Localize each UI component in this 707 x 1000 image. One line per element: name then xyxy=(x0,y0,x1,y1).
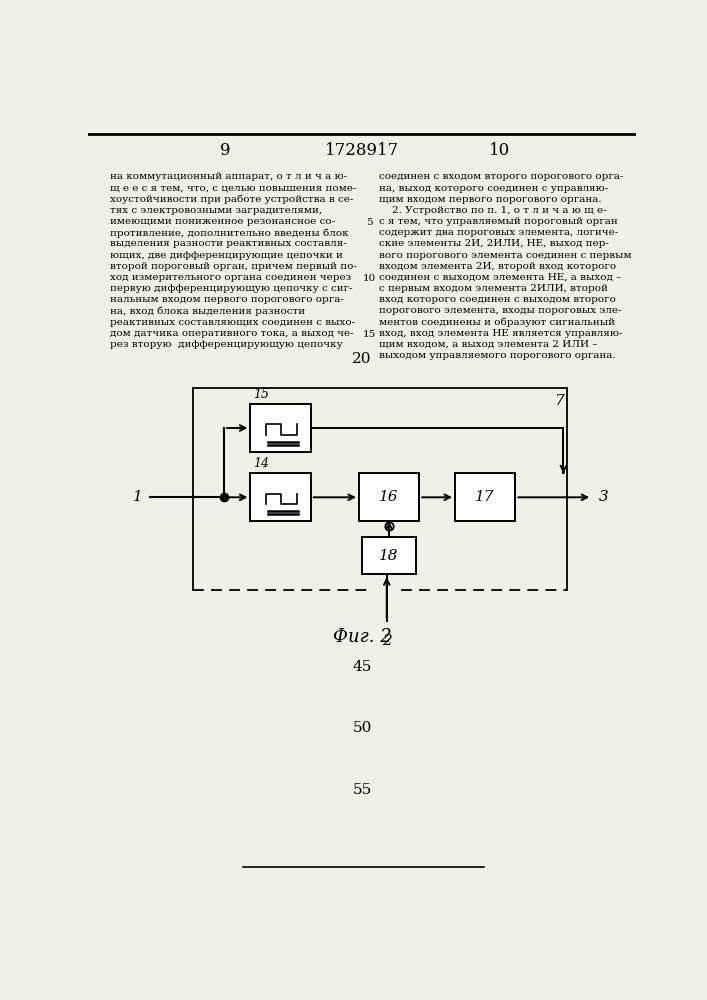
Text: входом элемента 2И, второй вход которого: входом элемента 2И, второй вход которого xyxy=(379,262,616,271)
Text: ющих, две дифференцирующие цепочки и: ющих, две дифференцирующие цепочки и xyxy=(110,251,343,260)
Text: реактивных составляющих соединен с выхо-: реактивных составляющих соединен с выхо- xyxy=(110,318,355,327)
Text: щ е е с я тем, что, с целью повышения поме-: щ е е с я тем, что, с целью повышения по… xyxy=(110,184,356,193)
Text: с я тем, что управляемый пороговый орган: с я тем, что управляемый пороговый орган xyxy=(379,217,618,226)
Text: 2. Устройство по п. 1, о т л и ч а ю щ е-: 2. Устройство по п. 1, о т л и ч а ю щ е… xyxy=(379,206,607,215)
Text: на, вход блока выделения разности: на, вход блока выделения разности xyxy=(110,306,305,316)
Text: 45: 45 xyxy=(352,660,372,674)
Text: порогового элемента, входы пороговых эле-: порогового элемента, входы пороговых эле… xyxy=(379,306,621,315)
Text: щим входом первого порогового органа.: щим входом первого порогового органа. xyxy=(379,195,602,204)
Text: с первым входом элемента 2ИЛИ, второй: с первым входом элемента 2ИЛИ, второй xyxy=(379,284,608,293)
Text: соединен с входом второго порогового орга-: соединен с входом второго порогового орг… xyxy=(379,172,624,181)
Text: вход которого соединен с выходом второго: вход которого соединен с выходом второго xyxy=(379,295,616,304)
Text: ментов соединены и образуют сигнальный: ментов соединены и образуют сигнальный xyxy=(379,318,615,327)
Text: 17: 17 xyxy=(475,490,495,504)
Text: соединен с выходом элемента НЕ, а выход –: соединен с выходом элемента НЕ, а выход … xyxy=(379,273,621,282)
Text: 1728917: 1728917 xyxy=(325,142,399,159)
Bar xyxy=(362,537,416,574)
Text: 16: 16 xyxy=(380,490,399,504)
Bar xyxy=(359,473,419,521)
Text: 55: 55 xyxy=(352,783,372,797)
Text: 3: 3 xyxy=(598,490,608,504)
Text: на, выход которого соединен с управляю-: на, выход которого соединен с управляю- xyxy=(379,184,608,193)
Text: дом датчика оперативного тока, а выход че-: дом датчика оперативного тока, а выход ч… xyxy=(110,329,354,338)
Text: 14: 14 xyxy=(253,457,269,470)
Text: на коммутационный аппарат, о т л и ч а ю-: на коммутационный аппарат, о т л и ч а ю… xyxy=(110,172,347,181)
Text: вого порогового элемента соединен с первым: вого порогового элемента соединен с перв… xyxy=(379,251,631,260)
Text: 2: 2 xyxy=(382,634,392,648)
Text: Фиг. 2: Фиг. 2 xyxy=(332,628,392,646)
Text: 15: 15 xyxy=(253,388,269,401)
Text: 20: 20 xyxy=(352,352,372,366)
Text: 5: 5 xyxy=(366,218,373,227)
Text: содержит два пороговых элемента, логиче-: содержит два пороговых элемента, логиче- xyxy=(379,228,618,237)
Text: 15: 15 xyxy=(362,330,375,339)
Text: хоустойчивости при работе устройства в се-: хоустойчивости при работе устройства в с… xyxy=(110,195,354,204)
Text: выделения разности реактивных составля-: выделения разности реактивных составля- xyxy=(110,239,347,248)
Text: 1: 1 xyxy=(133,490,143,504)
Text: выходом управляемого порогового органа.: выходом управляемого порогового органа. xyxy=(379,351,616,360)
Text: 10: 10 xyxy=(362,274,375,283)
Text: 18: 18 xyxy=(380,549,399,563)
Text: 9: 9 xyxy=(221,142,230,159)
Text: тях с электровозными заградителями,: тях с электровозными заградителями, xyxy=(110,206,322,215)
Text: ход измерительного органа соединен через: ход измерительного органа соединен через xyxy=(110,273,351,282)
Text: имеющими пониженное резонансное со-: имеющими пониженное резонансное со- xyxy=(110,217,335,226)
Text: противление, дополнительно введены блок: противление, дополнительно введены блок xyxy=(110,228,349,238)
Text: нальным входом первого порогового орга-: нальным входом первого порогового орга- xyxy=(110,295,344,304)
Text: рез вторую  дифференцирующую цепочку: рез вторую дифференцирующую цепочку xyxy=(110,340,343,349)
Text: 7: 7 xyxy=(554,394,563,408)
Text: щим входом, а выход элемента 2 ИЛИ –: щим входом, а выход элемента 2 ИЛИ – xyxy=(379,340,597,349)
Text: первую дифференцирующую цепочку с сиг-: первую дифференцирующую цепочку с сиг- xyxy=(110,284,353,293)
Bar xyxy=(250,473,311,521)
Bar xyxy=(455,473,515,521)
Text: 50: 50 xyxy=(352,721,372,735)
Bar xyxy=(250,404,311,452)
Text: второй пороговый орган, причем первый по-: второй пороговый орган, причем первый по… xyxy=(110,262,357,271)
Text: вход, вход элемента НЕ является управляю-: вход, вход элемента НЕ является управляю… xyxy=(379,329,622,338)
Text: 10: 10 xyxy=(489,142,510,159)
Text: ские элементы 2И, 2ИЛИ, НЕ, выход пер-: ские элементы 2И, 2ИЛИ, НЕ, выход пер- xyxy=(379,239,609,248)
